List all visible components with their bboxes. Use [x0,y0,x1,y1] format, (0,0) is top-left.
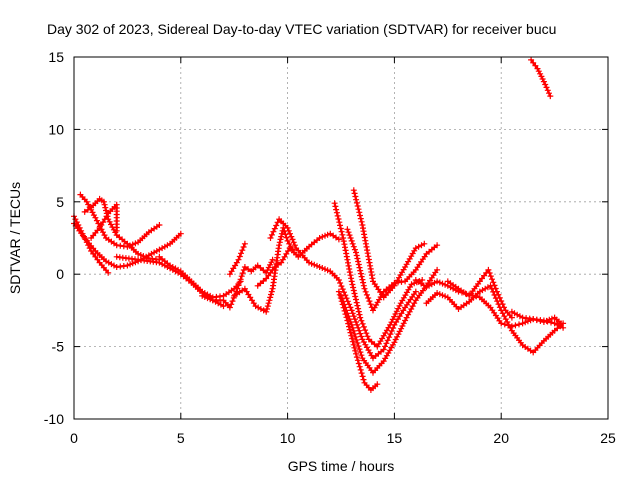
y-tick-label: -10 [44,411,64,427]
x-tick-label: 5 [177,430,185,446]
x-tick-label: 20 [493,430,509,446]
y-tick-label: -5 [52,339,65,355]
sdtvar-chart: Day 302 of 2023, Sidereal Day-to-day VTE… [0,0,640,480]
y-tick-label: 5 [56,194,64,210]
x-tick-label: 25 [600,430,616,446]
y-axis-label: SDTVAR / TECUs [7,182,23,294]
x-tick-label: 10 [280,430,296,446]
y-tick-label: 15 [48,49,64,65]
chart-title: Day 302 of 2023, Sidereal Day-to-day VTE… [47,21,556,37]
y-tick-label: 0 [56,266,64,282]
x-axis-label: GPS time / hours [288,458,395,474]
y-tick-label: 10 [48,121,64,137]
x-tick-label: 15 [387,430,403,446]
x-tick-label: 0 [70,430,78,446]
